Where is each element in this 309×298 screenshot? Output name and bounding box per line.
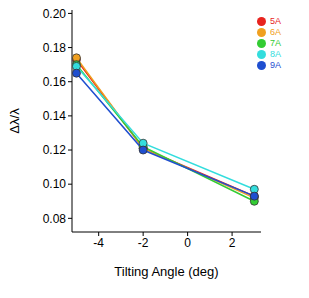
html-text:8A: 8A	[270, 49, 281, 59]
svg-text:2: 2	[229, 236, 236, 250]
svg-text:0.18: 0.18	[43, 41, 67, 55]
html-text:9A: 9A	[270, 60, 281, 70]
html-text:6A: 6A	[270, 27, 281, 37]
html-text:7A: 7A	[270, 38, 281, 48]
svg-text:0.20: 0.20	[43, 7, 67, 21]
svg-text:-4: -4	[93, 236, 104, 250]
svg-text:0.10: 0.10	[43, 177, 67, 191]
svg-text:0: 0	[184, 236, 191, 250]
svg-text:0.14: 0.14	[43, 109, 67, 123]
html-text:5A: 5A	[270, 16, 281, 26]
svg-text:Δλ/λ: Δλ/λ	[8, 108, 22, 134]
svg-text:0.16: 0.16	[43, 75, 67, 89]
svg-text:0.08: 0.08	[43, 212, 67, 226]
svg-text:Tilting Angle (deg): Tilting Angle (deg)	[114, 264, 218, 279]
svg-text:0.12: 0.12	[43, 143, 67, 157]
svg-text:-2: -2	[138, 236, 149, 250]
